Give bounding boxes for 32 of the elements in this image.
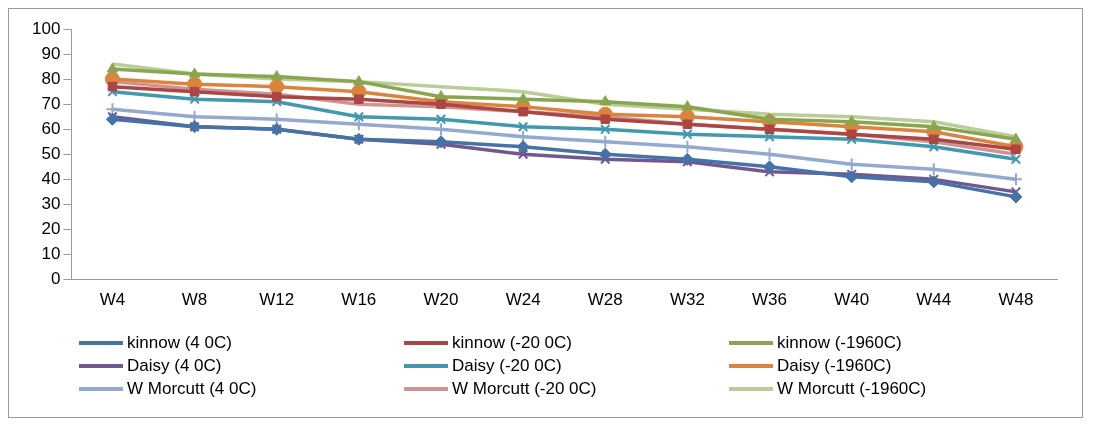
y-tick-label: 20 — [41, 219, 61, 239]
legend-label: kinnow (4 0C) — [127, 332, 232, 353]
y-tick-label: 90 — [41, 43, 61, 63]
y-tick-label: 50 — [41, 143, 61, 163]
legend-label: W Morcutt (-1960C) — [777, 378, 927, 399]
x-tick-label: W28 — [587, 290, 623, 310]
x-tick-label: W24 — [505, 290, 541, 310]
legend-label: Daisy (4 0C) — [127, 355, 222, 376]
x-tick-label: W16 — [341, 290, 377, 310]
x-tick-label: W20 — [423, 290, 459, 310]
x-tick-label: W12 — [259, 290, 295, 310]
x-tick-label: W48 — [998, 290, 1034, 310]
y-tick-label: 60 — [41, 118, 61, 138]
y-tick-label: 70 — [41, 93, 61, 113]
x-tick-label: W32 — [669, 290, 705, 310]
legend-label: kinnow (-1960C) — [777, 332, 902, 353]
legend-label: Daisy (-1960C) — [777, 355, 892, 376]
y-tick-label: 0 — [50, 269, 61, 289]
x-tick-label: W44 — [916, 290, 952, 310]
y-tick-label: 40 — [41, 169, 61, 189]
x-tick-label: W36 — [752, 290, 788, 310]
x-tick-label: W40 — [834, 290, 870, 310]
legend-label: Daisy (-20 0C) — [452, 355, 562, 376]
y-tick-label: 80 — [41, 68, 61, 88]
legend-label: W Morcutt (4 0C) — [127, 378, 257, 399]
legend-label: kinnow (-20 0C) — [452, 332, 572, 353]
y-tick-label: 30 — [41, 194, 61, 214]
legend-label: W Morcutt (-20 0C) — [452, 378, 597, 399]
x-tick-label: W8 — [181, 290, 208, 310]
y-tick-label: 10 — [41, 244, 61, 264]
y-tick-label: 100 — [31, 18, 61, 38]
x-tick-label: W4 — [99, 290, 126, 310]
